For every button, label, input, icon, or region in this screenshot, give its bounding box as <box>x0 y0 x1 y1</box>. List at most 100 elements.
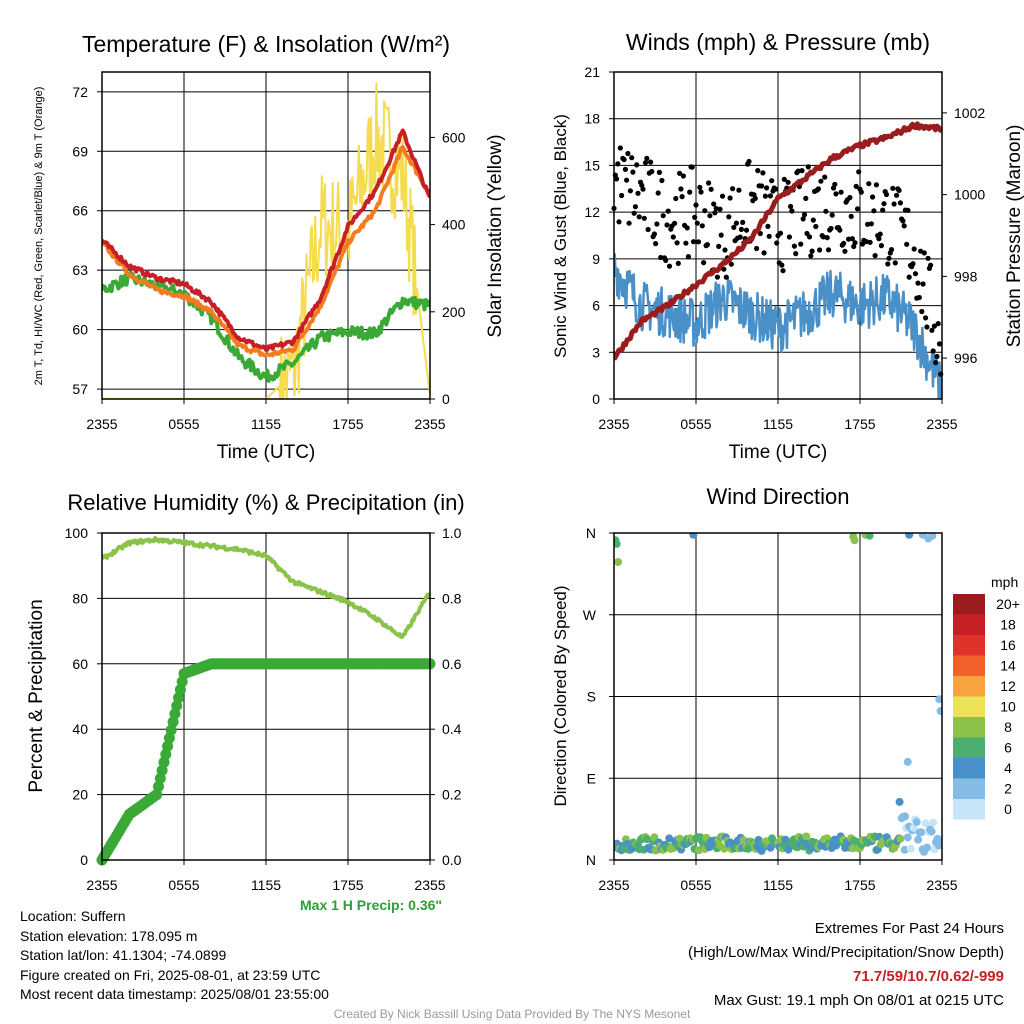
legend-swatch <box>953 676 985 697</box>
gust-point <box>868 221 875 227</box>
x-tick-label: 1755 <box>844 877 875 893</box>
x-tick-label: 2355 <box>926 416 957 432</box>
gust-point <box>733 220 740 226</box>
gust-point <box>675 260 681 266</box>
gust-point <box>916 294 922 301</box>
gust-point <box>718 232 724 238</box>
gust-point <box>731 224 737 230</box>
gust-point <box>828 225 834 232</box>
gust-point <box>810 217 816 223</box>
y-axis-label: Percent & Precipitation <box>26 599 47 792</box>
x-tick-label: 1155 <box>763 416 793 432</box>
x-tick-label: 1155 <box>763 877 793 893</box>
y-tick-label: 60 <box>72 656 88 672</box>
gust-point <box>627 188 634 194</box>
gust-point <box>793 251 799 257</box>
gust-point <box>651 231 658 237</box>
y-tick-label: 21 <box>584 64 600 80</box>
plot-frame-4 <box>613 532 943 861</box>
gust-point <box>786 234 793 240</box>
gust-point <box>644 155 650 161</box>
gust-point <box>806 234 813 240</box>
y-tick-label: 0 <box>80 852 88 868</box>
gust-point <box>931 323 938 329</box>
gust-point <box>774 240 780 246</box>
gust-point <box>673 195 679 202</box>
y-tick-label: N <box>586 525 596 541</box>
gust-point <box>925 255 931 261</box>
legend-swatch <box>953 717 985 738</box>
y-tick-label: 40 <box>72 721 88 737</box>
gust-point <box>897 200 904 206</box>
gust-point <box>707 213 713 219</box>
gust-point <box>730 186 736 192</box>
gust-point <box>853 183 859 189</box>
gust-point <box>726 214 732 220</box>
y2-axis-label: Solar Insolation (Yellow) <box>485 134 506 337</box>
gust-point <box>822 174 828 180</box>
direction-point <box>895 797 904 806</box>
gust-point <box>653 241 659 247</box>
direction-point <box>865 533 874 540</box>
direction-point <box>905 533 914 539</box>
direction-point <box>642 835 651 843</box>
y2-tick-label: 0 <box>442 391 450 407</box>
y-axis-label: Sonic Wind & Gust (Blue, Black) <box>551 114 570 358</box>
gust-point <box>817 247 823 253</box>
direction-point <box>906 844 915 853</box>
gust-point <box>885 261 891 267</box>
gust-point <box>905 207 911 213</box>
direction-point <box>901 812 910 821</box>
credit-text: Created By Nick Bassill Using Data Provi… <box>333 1007 691 1021</box>
gust-point <box>626 220 632 226</box>
y-tick-label: E <box>587 770 596 786</box>
gust-point <box>746 158 752 165</box>
y-tick-label: W <box>583 607 597 623</box>
direction-point <box>689 533 698 539</box>
x-tick-label: 2355 <box>86 416 117 432</box>
gust-point <box>865 221 871 227</box>
direction-point <box>903 757 912 766</box>
gust-point <box>619 192 625 199</box>
plot-frame-2 <box>613 71 943 400</box>
gust-point <box>685 254 692 260</box>
gust-point <box>766 233 772 239</box>
gust-point <box>823 208 829 214</box>
gust-point <box>759 183 765 189</box>
latlon-text: Station lat/lon: 41.1304; -74.0899 <box>20 947 227 963</box>
gust-point <box>904 241 910 247</box>
gust-point <box>708 186 714 192</box>
gust-point <box>622 166 629 172</box>
legend-swatch <box>953 635 985 656</box>
x-tick-label: 2355 <box>598 416 629 432</box>
gust-point <box>672 220 678 226</box>
gust-point <box>809 248 815 254</box>
gust-point <box>799 168 805 174</box>
gust-point <box>888 247 895 253</box>
gust-point <box>738 226 745 232</box>
chart-title: Wind Direction <box>706 484 849 509</box>
gust-point <box>801 212 808 218</box>
gust-point <box>838 189 844 195</box>
direction-point <box>936 707 942 715</box>
direction-point <box>921 819 930 828</box>
gust-point <box>677 170 683 176</box>
gust-point <box>924 324 930 330</box>
gust-point <box>818 178 824 184</box>
x-axis-label: Time (UTC) <box>217 442 316 463</box>
gust-point <box>878 243 885 249</box>
legend-swatch <box>953 594 985 615</box>
x-tick-label: 0555 <box>680 877 711 893</box>
direction-point <box>896 834 905 843</box>
y-axis-label: Direction (Colored By Speed) <box>551 585 570 806</box>
gust-point <box>791 243 798 249</box>
gust-point <box>760 170 766 176</box>
extremes-values: 71.7/59/10.7/0.62/-999 <box>853 968 1004 985</box>
gust-point <box>698 189 704 195</box>
direction-point <box>903 833 912 842</box>
legend-swatch <box>953 799 985 820</box>
gust-point <box>754 245 760 252</box>
legend-swatch <box>953 614 985 635</box>
gust-point <box>852 240 858 246</box>
x-tick-label: 1755 <box>332 877 363 893</box>
